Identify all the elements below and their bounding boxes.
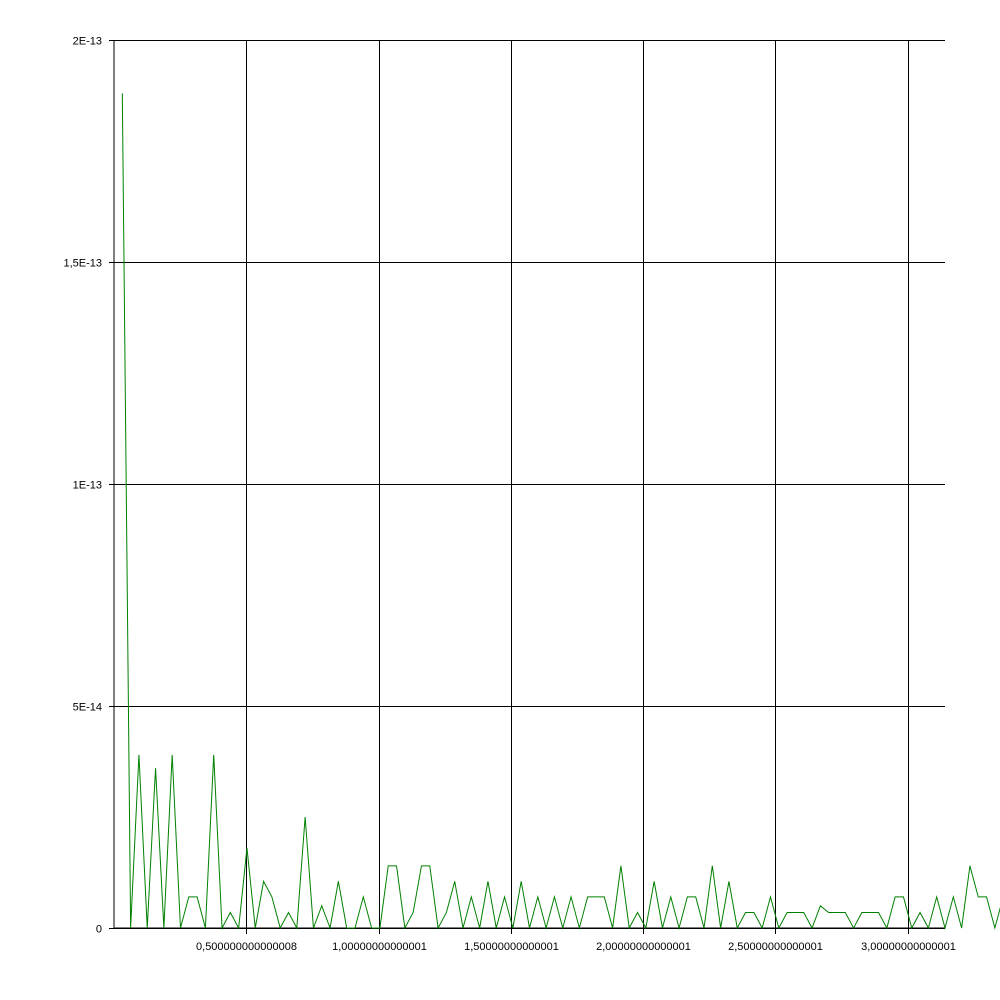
x-tick-label: 0,500000000000008: [196, 941, 297, 953]
y-tick-label: 1,5E-13: [63, 258, 102, 270]
x-tick-label: 3,00000000000001: [861, 941, 956, 953]
y-tick-label: 1E-13: [73, 480, 102, 492]
grid: [109, 40, 945, 934]
series: [121, 93, 1000, 930]
y-tick-label: 0: [96, 924, 102, 936]
x-tick-label: 1,50000000000001: [464, 941, 559, 953]
series-line-0: [121, 93, 1000, 930]
x-tick-label: 2,50000000000001: [728, 941, 823, 953]
x-tick-label: 1,00000000000001: [332, 941, 427, 953]
y-tick-label: 2E-13: [73, 36, 102, 48]
y-tick-label: 5E-14: [73, 702, 102, 714]
x-tick-label: 2,00000000000001: [596, 941, 691, 953]
tick-labels: 0 5E-14 1E-13 1,5E-13 2E-13 0,500000000000008…: [63, 36, 955, 954]
